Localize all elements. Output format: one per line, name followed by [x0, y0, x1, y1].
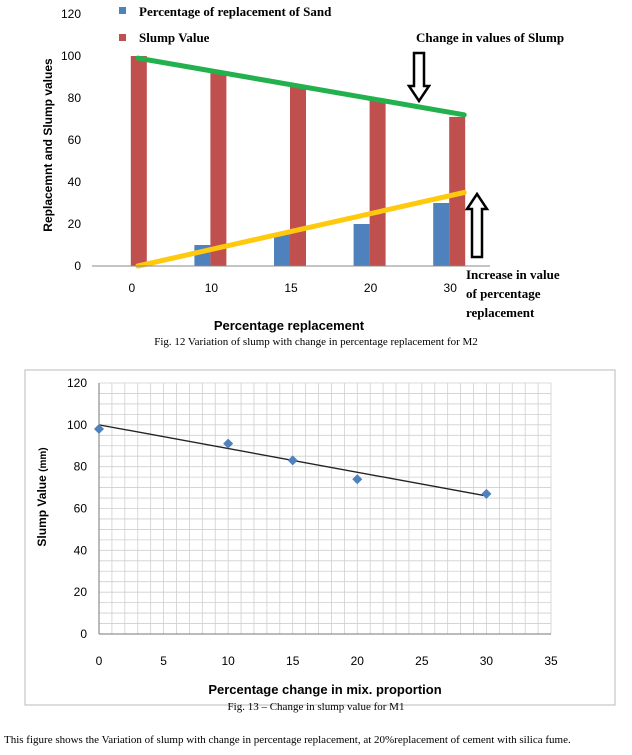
- x-tick-label: 15: [284, 281, 298, 295]
- legend-swatch-slump: [119, 34, 126, 41]
- figure-13-caption: Fig. 13 – Change in slump value for M1: [227, 701, 405, 713]
- bar-slump-15: [290, 85, 306, 267]
- y-axis-label: Replacemnt and Slump values: [41, 58, 55, 232]
- x-tick-label: 20: [351, 654, 365, 668]
- x-tick-label: 0: [128, 281, 135, 295]
- x-axis-ticks: 0 5 10 15 20 25 30 35: [96, 654, 558, 668]
- x-axis-label: Percentage change in mix. proportion: [208, 682, 441, 697]
- bar-series: [130, 56, 466, 267]
- y-tick-label: 60: [68, 133, 82, 147]
- y-tick-label: 80: [74, 460, 88, 474]
- bar-sand-30: [433, 203, 450, 266]
- bar-sand-15: [274, 234, 290, 266]
- trendline-slump: [135, 55, 467, 118]
- legend-swatch-sand: [119, 7, 126, 14]
- bar-slump-20: [369, 100, 386, 266]
- y-tick-label: 40: [74, 543, 88, 557]
- y-tick-label: 40: [68, 175, 82, 189]
- x-tick-label: 30: [480, 654, 494, 668]
- y-tick-label: 20: [74, 585, 88, 599]
- x-axis-ticks: 0 10 15 20 30: [128, 281, 457, 295]
- y-tick-label: 100: [67, 418, 87, 432]
- x-tick-label: 20: [364, 281, 378, 295]
- data-point: [352, 474, 363, 485]
- trendline-replacement: [135, 190, 467, 269]
- x-tick-label: 0: [96, 654, 103, 668]
- bar-slump-10: [210, 72, 227, 266]
- x-tick-label: 5: [160, 654, 167, 668]
- chart-border: [24, 369, 616, 706]
- x-tick-label: 35: [544, 654, 558, 668]
- data-point: [223, 438, 234, 449]
- x-axis-label: Percentage replacement: [214, 318, 365, 333]
- bar-slump-30: [449, 116, 466, 267]
- y-tick-label: 120: [67, 376, 87, 390]
- x-tick-label: 25: [415, 654, 429, 668]
- x-tick-label: 15: [286, 654, 300, 668]
- arrow-up-icon: [464, 191, 490, 259]
- data-point: [94, 424, 104, 435]
- y-tick-label: 120: [61, 7, 81, 21]
- y-axis-label-title: Slump Value: [35, 475, 49, 547]
- legend-label-slump: Slump Value: [139, 30, 210, 45]
- y-tick-label: 0: [74, 259, 81, 273]
- figure-12-caption: Fig. 12 Variation of slump with change i…: [154, 336, 478, 348]
- trendlines: [135, 55, 467, 269]
- gridlines: [98, 382, 552, 635]
- x-tick-label: 30: [444, 281, 458, 295]
- y-tick-label: 80: [68, 91, 82, 105]
- y-tick-label: 20: [68, 217, 82, 231]
- scatter-chart-slump-m1: 0 20 40 60 80 100 120 0 5 10 15 20 25 30 35 Slump Val…: [24, 369, 616, 706]
- bar-sand-20: [353, 224, 370, 266]
- footer-text: This figure shows the Variation of slump…: [4, 734, 571, 746]
- y-axis-ticks: 0 20 40 60 80 100 120: [61, 7, 81, 273]
- y-axis-label-unit: (mm): [38, 447, 49, 471]
- data-points: [94, 424, 492, 499]
- bar-chart-slump-m2: 0 20 40 60 80 100 120 0 10 15 20 30 Replacemnt and…: [41, 4, 564, 333]
- y-tick-label: 0: [80, 627, 87, 641]
- y-axis-label: Slump Value (mm): [35, 447, 49, 546]
- x-tick-label: 10: [221, 654, 235, 668]
- x-tick-label: 10: [205, 281, 219, 295]
- annotation-slump-change: Change in values of Slump: [416, 30, 564, 45]
- y-tick-label: 60: [74, 502, 88, 516]
- y-tick-label: 100: [61, 49, 81, 63]
- data-point: [481, 488, 492, 499]
- arrow-down-icon: [406, 51, 432, 104]
- annotation-increase-line1: Increase in value: [466, 267, 560, 282]
- bar-slump-0: [130, 56, 147, 266]
- y-axis-ticks: 0 20 40 60 80 100 120: [67, 376, 87, 641]
- legend-label-sand: Percentage of replacement of Sand: [139, 4, 332, 19]
- data-point: [287, 455, 298, 466]
- annotation-increase-line3: replacement: [466, 305, 535, 320]
- annotation-increase-line2: of percentage: [466, 286, 541, 301]
